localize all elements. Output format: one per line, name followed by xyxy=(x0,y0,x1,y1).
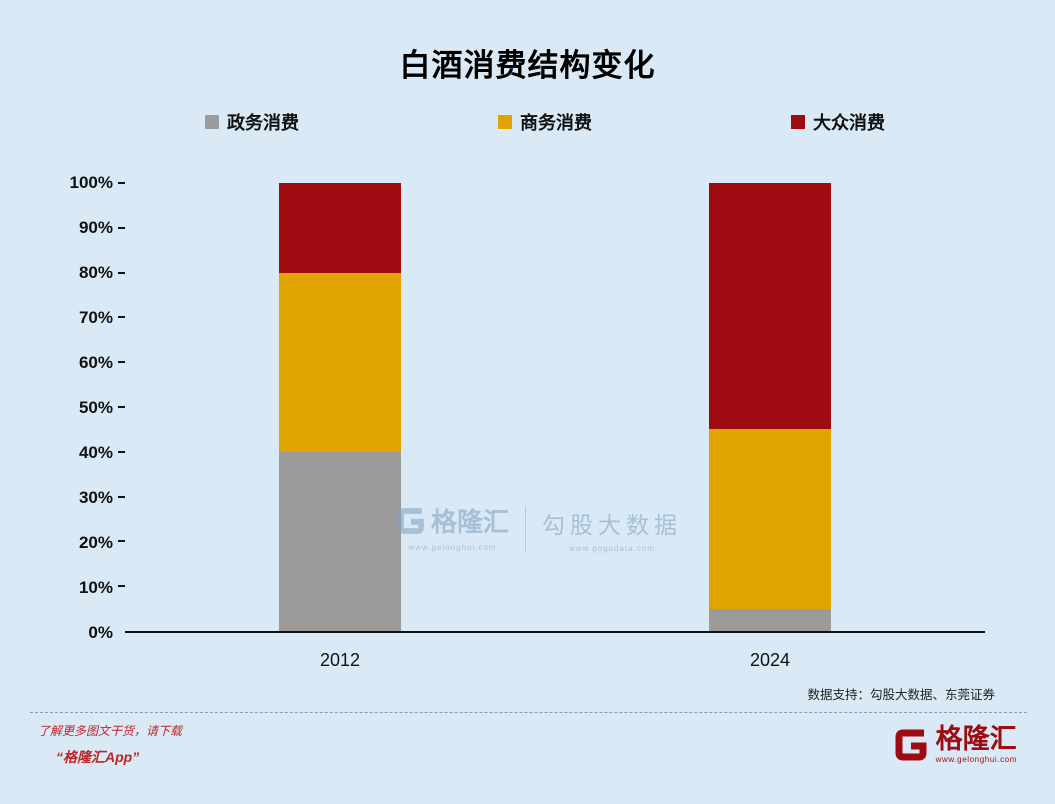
watermark-brand-row: 格隆汇 xyxy=(396,502,509,539)
footer-divider xyxy=(30,712,1027,713)
legend-marker-business xyxy=(498,115,512,129)
bar-segment-大众消费 xyxy=(279,183,401,273)
y-tick-label: 40% xyxy=(78,443,113,462)
bar-slot-2024 xyxy=(555,183,985,631)
watermark-brand-name: 格隆汇 xyxy=(431,507,510,537)
y-tick-label: 0% xyxy=(88,623,113,642)
y-tick-mark xyxy=(118,450,125,453)
footer-promo: 了解更多图文干货，请下载 “格隆汇App” xyxy=(38,722,182,767)
legend-item-mass: 大众消费 xyxy=(791,109,885,135)
y-tick-label: 90% xyxy=(78,218,113,237)
source-note: 数据支持：勾股大数据、东莞证券 xyxy=(807,688,995,702)
y-tick-mark xyxy=(118,271,125,274)
footer-brand-name: 格隆汇 xyxy=(935,724,1017,754)
watermark-gelonghui: 格隆汇 www.gelonghui.com xyxy=(396,502,509,552)
footer-brand-logo: 格隆汇 www.gelonghui.com xyxy=(893,726,1017,764)
legend: 政务消费 商务消费 大众消费 xyxy=(205,109,885,135)
legend-item-government: 政务消费 xyxy=(205,109,299,135)
footer-brand-text: 格隆汇 www.gelonghui.com xyxy=(936,726,1017,764)
x-axis-label-2024: 2024 xyxy=(749,650,791,670)
y-tick-mark xyxy=(118,540,125,543)
y-tick-label: 100% xyxy=(69,173,113,192)
y-tick-label: 10% xyxy=(78,578,113,597)
y-tick-label: 30% xyxy=(78,488,113,507)
legend-label-business: 商务消费 xyxy=(520,113,592,133)
watermark-partner-url: www.gogudata.com xyxy=(569,544,655,553)
legend-item-business: 商务消费 xyxy=(498,109,592,135)
gelonghui-logo-icon xyxy=(396,506,426,536)
bar-segment-政务消费 xyxy=(709,608,831,631)
footer-brand-url: www.gelonghui.com xyxy=(935,755,1017,764)
y-tick-mark xyxy=(118,406,125,408)
promo-line-1: 了解更多图文干货，请下载 xyxy=(38,724,183,738)
y-tick-mark xyxy=(118,495,125,498)
legend-label-mass: 大众消费 xyxy=(813,113,885,133)
plot-area xyxy=(118,182,985,633)
bar-segment-商务消费 xyxy=(279,272,401,452)
y-tick-mark xyxy=(118,361,125,364)
watermark-divider xyxy=(525,506,527,552)
watermark-partner-name: 勾股大数据 xyxy=(542,512,683,538)
stacked-bar-2012 xyxy=(279,183,401,631)
y-axis: 0% 10% 20% 30% 40% 50% 60% 70% 80% 90% 100% xyxy=(25,173,113,642)
bar-segment-政务消费 xyxy=(279,451,401,631)
y-tick-label: 60% xyxy=(78,353,113,372)
stacked-bar-2024 xyxy=(709,183,831,631)
legend-marker-government xyxy=(205,115,219,129)
legend-marker-mass xyxy=(791,115,805,129)
watermark: 格隆汇 www.gelonghui.com 勾股大数据 www.gogudata… xyxy=(396,502,682,553)
x-axis-labels: 2012 2024 xyxy=(125,650,985,671)
watermark-brand-url: www.gelonghui.com xyxy=(408,543,497,552)
watermark-gogudata: 勾股大数据 www.gogudata.com xyxy=(542,502,682,553)
bar-segment-商务消费 xyxy=(709,429,831,609)
legend-label-government: 政务消费 xyxy=(227,113,299,133)
gelonghui-logo-icon xyxy=(893,727,929,763)
y-tick-label: 20% xyxy=(78,533,113,552)
y-tick-mark xyxy=(118,316,125,319)
y-tick-label: 80% xyxy=(78,263,113,282)
bar-slot-2012 xyxy=(125,183,555,631)
y-tick-mark xyxy=(118,585,125,588)
y-tick-label: 50% xyxy=(78,398,113,417)
chart-title: 白酒消费结构变化 xyxy=(399,48,656,83)
y-tick-label: 70% xyxy=(78,308,113,327)
promo-line-2: “格隆汇App” xyxy=(56,749,140,765)
y-tick-mark xyxy=(118,182,125,184)
y-tick-mark xyxy=(118,226,125,229)
x-axis-label-2012: 2012 xyxy=(319,650,361,670)
bar-segment-大众消费 xyxy=(709,183,831,430)
